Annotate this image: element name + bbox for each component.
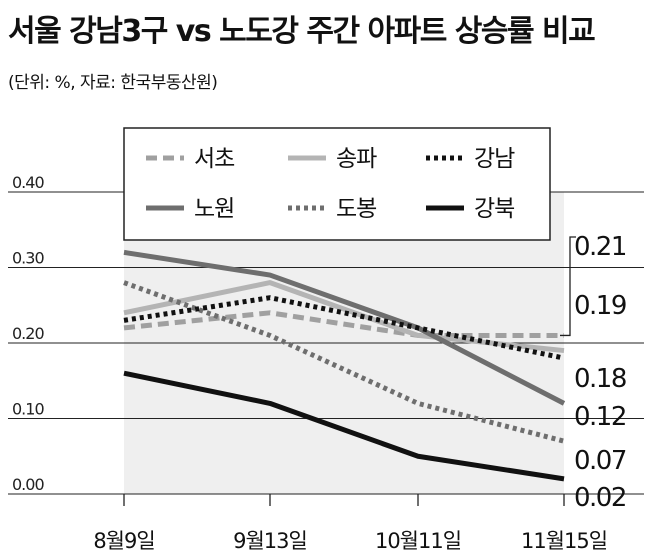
legend-label-강북: 강북 [474,196,514,222]
legend-label-강남: 강남 [474,146,515,172]
y-tick-label: 0.30 [12,249,44,268]
x-tick-label: 9월13일 [233,529,307,553]
series-line-강북 [123,370,565,482]
legend-label-서초: 서초 [194,146,234,172]
legend-label-도봉: 도봉 [336,196,376,222]
series-line-도봉 [123,280,565,444]
x-tick-label: 8월9일 [93,529,154,553]
series-line-노원 [123,249,566,406]
legend-label-송파: 송파 [336,146,377,172]
end-label-서초: 0.21 [574,232,626,262]
legend-box [123,127,551,241]
x-tick-label: 11월15일 [521,529,607,553]
end-label-강북: 0.02 [574,483,626,513]
end-label-노원: 0.12 [574,402,626,432]
chart-title: 서울 강남3구 vs 노도강 주간 아파트 상승률 비교 [8,14,596,49]
y-tick-label: 0.20 [12,324,44,343]
end-label-connector [560,236,576,337]
y-tick-label: 0.40 [12,173,44,192]
end-label-강남: 0.18 [574,364,626,394]
y-tick-label: 0.00 [12,475,44,494]
series-line-송파 [123,280,565,354]
x-tick-label: 10월11일 [375,529,461,553]
y-tick-label: 0.10 [12,400,44,419]
series-line-강남 [123,295,565,361]
chart-subtitle: (단위: %, 자료: 한국부동산원) [8,73,218,93]
end-label-도봉: 0.07 [574,446,626,476]
legend-label-노원: 노원 [194,196,234,222]
end-label-송파: 0.19 [574,291,626,321]
series-line-서초 [123,310,564,338]
